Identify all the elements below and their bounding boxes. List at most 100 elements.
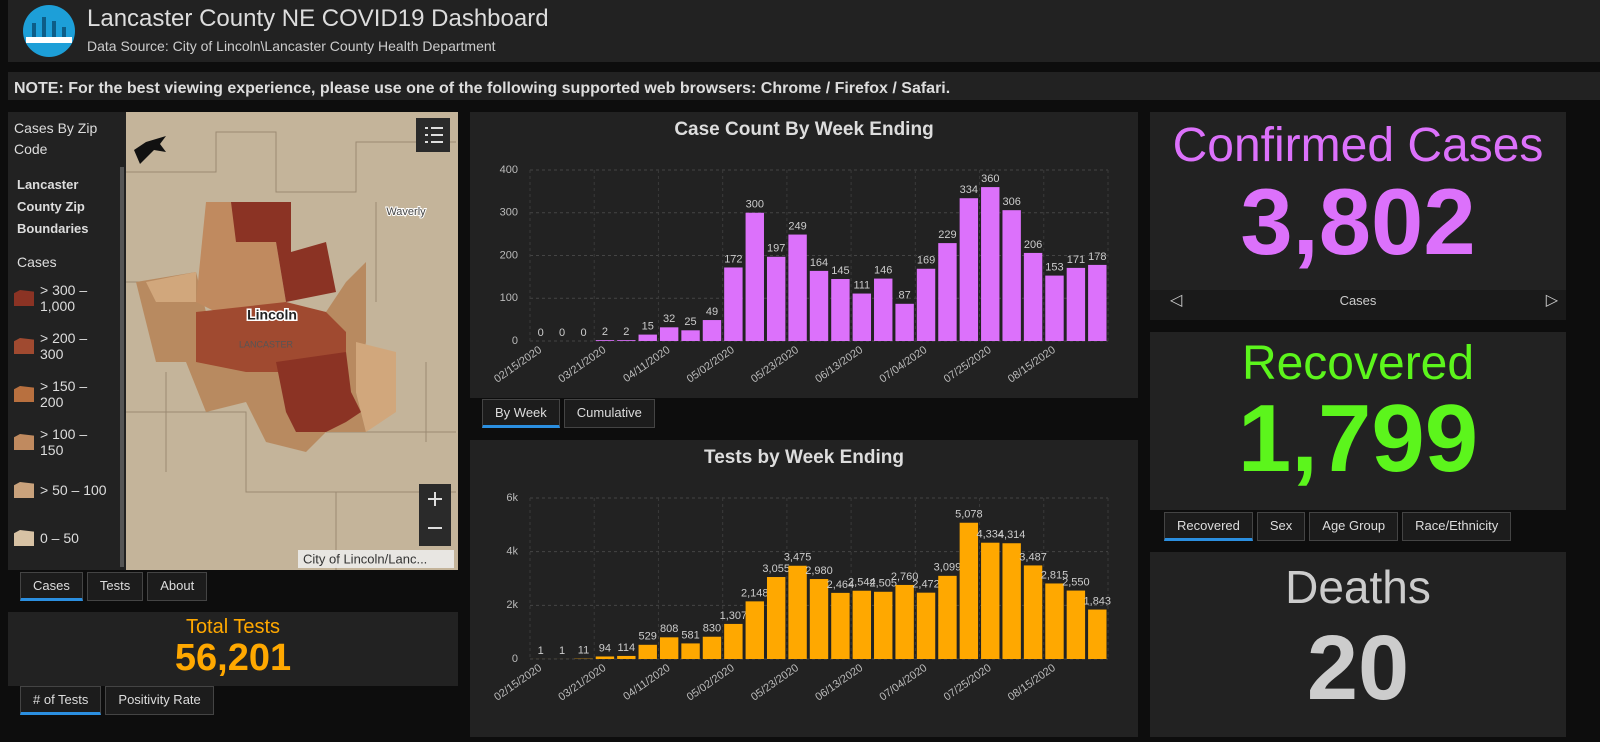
data-label: 49	[706, 306, 718, 318]
tab[interactable]: Positivity Rate	[105, 686, 213, 715]
bar	[703, 320, 721, 341]
data-label: 5,078	[955, 509, 983, 521]
tab[interactable]: About	[147, 572, 207, 601]
bar	[1045, 276, 1063, 341]
bar	[660, 327, 678, 341]
tab[interactable]: Cumulative	[564, 399, 655, 428]
bar	[767, 257, 785, 341]
y-tick-label: 100	[500, 292, 518, 304]
legend-label: > 200 – 300	[40, 330, 114, 362]
bar	[1024, 565, 1042, 659]
data-label: 4,314	[998, 529, 1026, 541]
tab[interactable]: Race/Ethnicity	[1402, 512, 1511, 541]
subtitle: Data Source: City of Lincoln\Lancaster C…	[87, 38, 496, 54]
y-tick-label: 400	[500, 164, 518, 176]
bar	[874, 592, 892, 659]
attribution: City of Lincoln/Lanc...	[303, 551, 427, 566]
tab[interactable]: Cases	[20, 572, 83, 601]
tab[interactable]: Tests	[87, 572, 143, 601]
bar	[917, 269, 935, 341]
y-tick-label: 4k	[506, 546, 518, 558]
bar	[810, 579, 828, 659]
tab[interactable]: Recovered	[1164, 512, 1253, 541]
data-label: 581	[681, 629, 699, 641]
x-tick-label: 07/25/2020	[942, 344, 994, 385]
y-tick-label: 2k	[506, 599, 518, 611]
x-tick-label: 04/11/2020	[621, 662, 672, 703]
data-label: 3,487	[1019, 551, 1047, 563]
place-label: Waverly	[386, 206, 426, 218]
data-label: 0	[580, 327, 586, 339]
data-label: 808	[660, 623, 678, 635]
x-tick-label: 06/13/2020	[813, 344, 865, 385]
data-label: 1,307	[720, 610, 748, 622]
data-label: 94	[599, 642, 611, 654]
map-panel: Lincoln LANCASTER Waverly City of Lincol…	[8, 112, 458, 570]
data-label: 300	[746, 199, 764, 211]
bar	[981, 187, 999, 341]
data-label: 2,550	[1062, 576, 1090, 588]
x-tick-label: 03/21/2020	[556, 662, 608, 703]
tab[interactable]: By Week	[482, 399, 560, 428]
data-label: 2	[623, 326, 629, 338]
total-tests-panel: Total Tests 56,201	[8, 612, 458, 686]
bar	[917, 593, 935, 659]
logo	[18, 3, 80, 59]
legend-item: > 100 – 150	[14, 418, 114, 466]
legend-item: > 150 – 200	[14, 370, 114, 418]
data-label: 171	[1067, 254, 1085, 266]
data-label: 3,475	[784, 552, 812, 564]
indicator-value: 1,799	[1150, 391, 1566, 487]
data-label: 146	[874, 264, 892, 276]
bar	[596, 340, 614, 341]
bar	[681, 643, 699, 659]
indicator-title: Total Tests	[8, 616, 458, 639]
confirmed-panel: Confirmed Cases 3,802 ◁Cases▷	[1150, 112, 1566, 320]
map-legend: Cases By Zip Code Lancaster County Zip B…	[8, 112, 120, 570]
chart-title: Case Count By Week Ending	[674, 119, 933, 140]
bar	[724, 624, 742, 659]
bar	[981, 543, 999, 659]
legend-swatch	[14, 530, 34, 546]
data-label: 15	[642, 320, 654, 332]
x-tick-label: 07/04/2020	[877, 344, 929, 385]
x-tick-label: 05/02/2020	[685, 662, 737, 703]
data-label: 178	[1088, 251, 1106, 263]
tab[interactable]: Age Group	[1309, 512, 1398, 541]
data-label: 197	[767, 243, 785, 255]
tab[interactable]: # of Tests	[20, 686, 101, 715]
x-tick-label: 02/15/2020	[492, 344, 544, 385]
bar	[1002, 210, 1020, 341]
bar	[960, 523, 978, 659]
x-tick-label: 07/04/2020	[877, 662, 929, 703]
title: Lancaster County NE COVID19 Dashboard	[87, 5, 549, 33]
tab[interactable]: Sex	[1257, 512, 1305, 541]
bar	[938, 243, 956, 341]
chart: Case Count By Week Ending010020030040000…	[470, 112, 1138, 398]
legend-item: 0 – 50	[14, 514, 114, 562]
legend-swatch	[14, 434, 34, 450]
bar	[767, 577, 785, 659]
bar	[895, 304, 913, 341]
header: Lancaster County NE COVID19 Dashboard Da…	[8, 0, 1600, 62]
bar	[1024, 253, 1042, 341]
indicator-title: Recovered	[1150, 336, 1566, 391]
data-label: 87	[899, 290, 911, 302]
data-label: 0	[559, 327, 565, 339]
data-label: 0	[538, 327, 544, 339]
legend-heading: Cases	[17, 254, 114, 270]
bar	[724, 267, 742, 341]
x-tick-label: 02/15/2020	[492, 662, 544, 703]
data-label: 25	[684, 316, 696, 328]
note: NOTE: For the best viewing experience, p…	[8, 72, 1600, 100]
data-label: 1	[559, 645, 565, 657]
prev-button[interactable]: ◁	[1170, 290, 1182, 312]
legend-swatch	[14, 338, 34, 354]
indicator-title: Confirmed Cases	[1150, 118, 1566, 173]
y-tick-label: 0	[512, 335, 518, 347]
bar	[853, 591, 871, 659]
chart-title: Tests by Week Ending	[704, 447, 904, 468]
next-button[interactable]: ▷	[1546, 290, 1558, 312]
